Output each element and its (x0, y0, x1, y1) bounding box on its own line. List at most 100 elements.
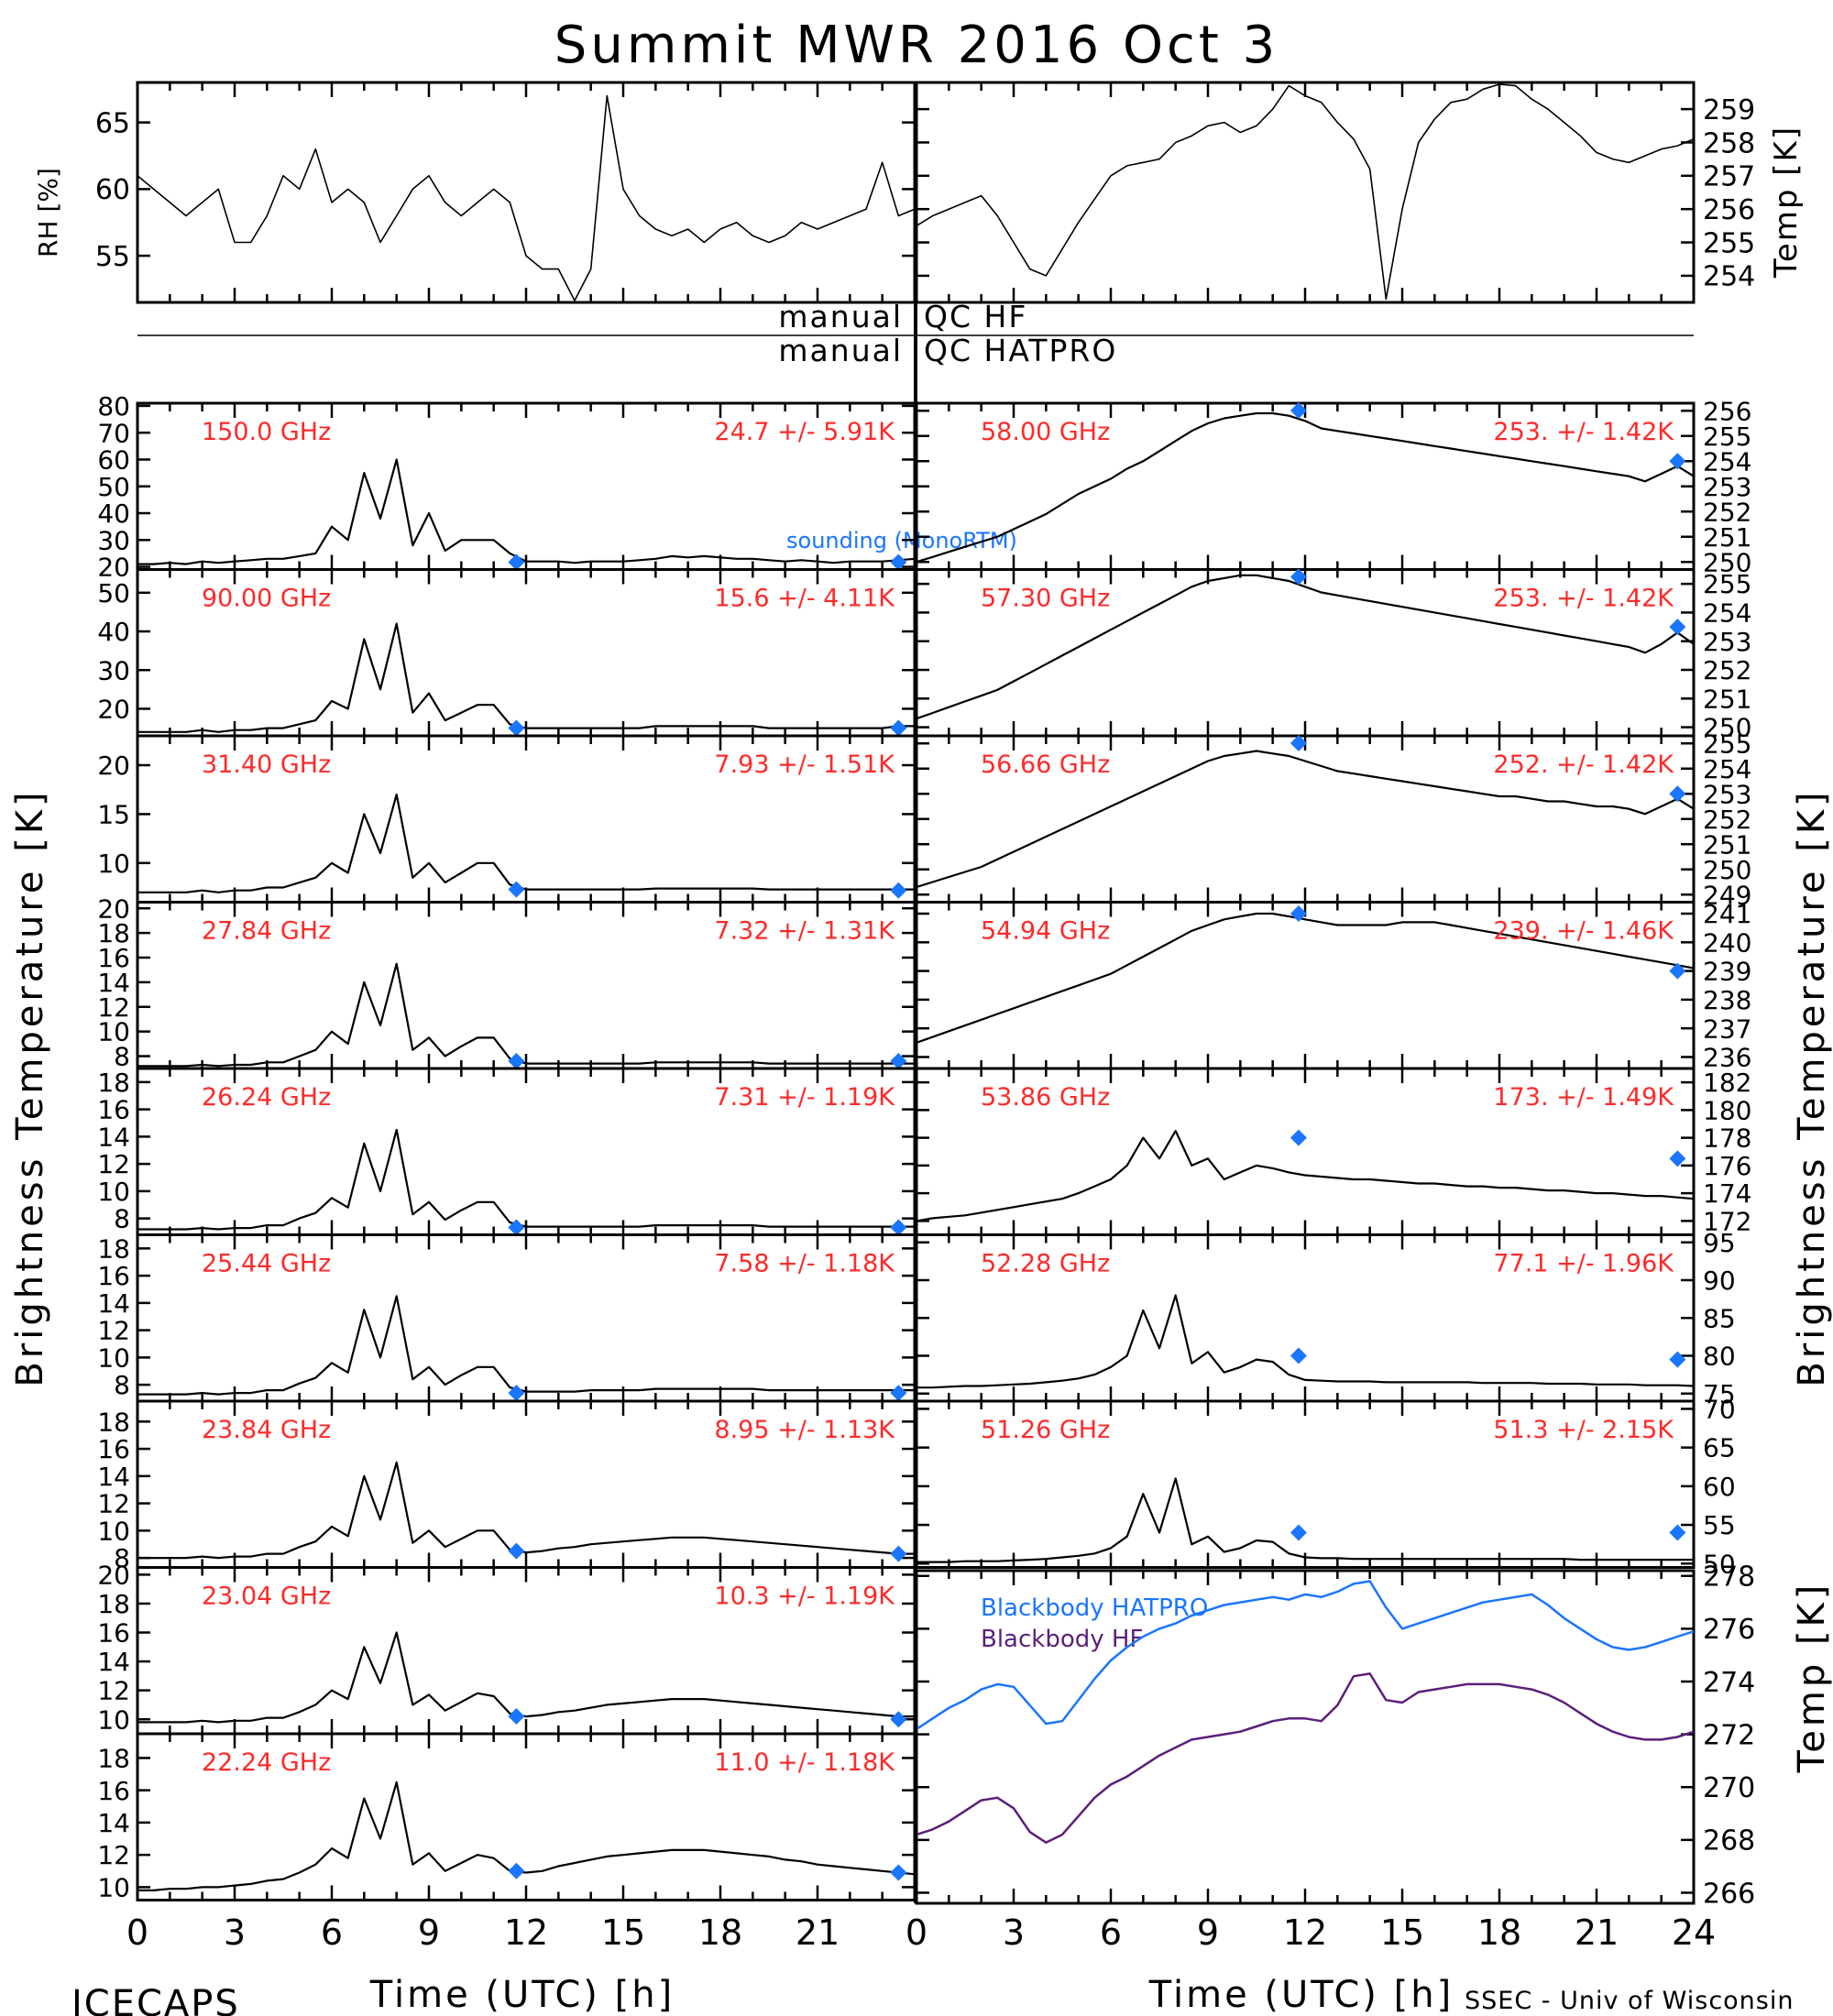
data-line (916, 1294, 1695, 1389)
y-tick-label: 256 (1703, 396, 1751, 426)
panel-frame (136, 81, 916, 304)
stat-label: 11.0 +/- 1.18K (714, 1748, 895, 1777)
qc-hf-right: QC HF (924, 299, 1027, 334)
x-tick-label: 12 (1283, 1912, 1327, 1953)
y-tick-label: 20 (97, 893, 130, 924)
sounding-marker (1669, 453, 1686, 470)
y-tick-label: 14 (97, 1122, 130, 1152)
x-tick-label: 6 (321, 1912, 343, 1953)
sounding-marker (890, 1385, 907, 1402)
y-tick-label: 16 (97, 1434, 130, 1464)
data-line (916, 912, 1695, 1044)
y-tick-label: 253 (1703, 472, 1751, 502)
y-tick-label: 12 (97, 1489, 130, 1519)
stat-label: 10.3 +/- 1.19K (714, 1583, 895, 1611)
data-line (137, 94, 916, 301)
y-tick-label: 60 (95, 174, 130, 206)
y-tick-label: 10 (97, 1704, 130, 1735)
sounding-marker (1669, 1351, 1686, 1368)
data-line (137, 962, 915, 1068)
stat-label: 7.93 +/- 1.51K (714, 751, 895, 779)
panel-frame (915, 81, 1696, 304)
stat-label: 239. +/- 1.46K (1493, 917, 1674, 946)
sounding-marker (1669, 619, 1686, 636)
frequency-label: 150.0 GHz (202, 418, 331, 446)
stat-label: 252. +/- 1.42K (1493, 751, 1674, 779)
x-tick-label: 9 (1197, 1912, 1219, 1953)
data-line (137, 622, 915, 733)
sounding-marker (1290, 1524, 1307, 1541)
qc-hatpro-right: QC HATPRO (924, 333, 1117, 368)
data-line (916, 574, 1695, 720)
y-tick-label: 12 (97, 1840, 130, 1870)
data-line (137, 1128, 915, 1231)
y-tick-label: 90 (1703, 1265, 1736, 1296)
y-tick-label: 65 (95, 107, 130, 139)
y-tick-label: 239 (1703, 957, 1751, 987)
sounding-marker (1290, 568, 1307, 586)
panel-bt-51.26: 50 55 60 65 70 51.26 GHz 51.3 +/- 2.15K (915, 1395, 1736, 1579)
sounding-marker (508, 881, 525, 898)
sounding-marker (1669, 1150, 1686, 1167)
y-tick-label: 16 (97, 943, 130, 973)
figure-title: Summit MWR 2016 Oct 3 (554, 16, 1279, 75)
y-tick-label: 55 (95, 241, 130, 273)
y-tick-label: 249 (1703, 880, 1751, 910)
data-line (137, 1295, 915, 1396)
y-tick-label: 176 (1703, 1151, 1751, 1181)
y-tick-label: 251 (1703, 684, 1751, 714)
data-line (916, 1477, 1694, 1563)
time-axis-label-left: Time (UTC) [h] (369, 1974, 675, 2016)
stat-label: 8.95 +/- 1.13K (714, 1416, 895, 1444)
y-tick-label: 14 (97, 1462, 130, 1492)
stat-label: 7.58 +/- 1.18K (714, 1250, 895, 1278)
sounding-marker (1290, 402, 1307, 419)
y-tick-label: 8 (114, 1042, 130, 1072)
x-tick-label: 6 (1100, 1912, 1122, 1953)
y-tick-label: 236 (1703, 1043, 1751, 1073)
sounding-marker (890, 1219, 907, 1236)
y-tick-label: 251 (1703, 522, 1751, 553)
y-tick-label: 55 (1703, 1510, 1736, 1540)
data-line (916, 411, 1695, 564)
y-tick-label: 172 (1703, 1206, 1751, 1236)
y-tick-label: 254 (1703, 598, 1751, 629)
frequency-label: 23.04 GHz (202, 1583, 331, 1611)
y-tick-label: 257 (1703, 161, 1755, 193)
x-tick-label: 0 (906, 1912, 927, 1953)
blackbody-hf-legend: Blackbody HF (981, 1626, 1143, 1653)
stat-label: 7.32 +/- 1.31K (714, 917, 895, 946)
y-tick-label: 40 (97, 617, 130, 647)
y-tick-label: 10 (97, 1516, 130, 1546)
y-tick-label: 182 (1703, 1068, 1751, 1098)
sounding-marker (508, 1542, 525, 1560)
y-tick-label: 178 (1703, 1123, 1751, 1154)
data-line (137, 1631, 915, 1724)
x-tick-label: 15 (1380, 1912, 1424, 1953)
sounding-marker (890, 553, 907, 571)
y-tick-label: 20 (97, 751, 130, 781)
sounding-marker (1290, 1129, 1307, 1146)
y-tick-label: 50 (97, 472, 130, 502)
plot-panels: 5560652542552562572582592662682702722742… (95, 81, 1755, 1953)
y-tick-label: 60 (97, 445, 130, 476)
y-tick-label: 255 (1703, 227, 1755, 259)
footer-icecaps: ICECAPS (71, 1983, 240, 2016)
data-line (916, 83, 1695, 301)
left-bt-axis-label: Brightness Temperature [K] (9, 788, 51, 1386)
y-tick-label: 75 (1703, 1379, 1736, 1409)
y-tick-label: 80 (1703, 1342, 1736, 1372)
y-tick-label: 180 (1703, 1095, 1751, 1125)
y-tick-label: 266 (1703, 1878, 1755, 1910)
frequency-label: 27.84 GHz (202, 917, 331, 946)
series-line-1 (916, 1672, 1695, 1844)
sounding-marker (890, 882, 907, 899)
y-tick-label: 12 (97, 1149, 130, 1179)
y-tick-label: 253 (1703, 779, 1751, 809)
y-tick-label: 85 (1703, 1303, 1736, 1333)
